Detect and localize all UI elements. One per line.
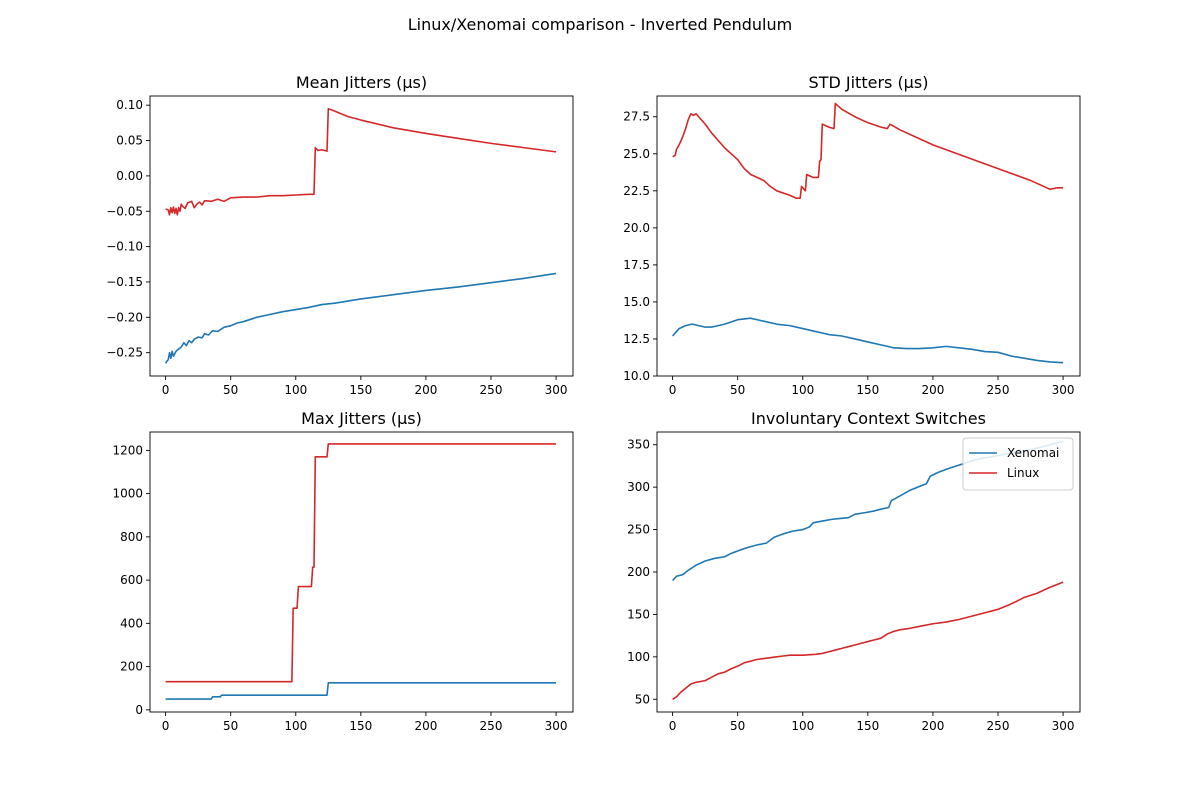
x-tick-label: 0	[669, 719, 677, 733]
axes-frame	[149, 95, 574, 377]
x-tick-label: 250	[480, 383, 503, 397]
x-tick-label: 300	[1052, 719, 1075, 733]
x-tick-label: 200	[414, 719, 437, 733]
subplot-title: STD Jitters (µs)	[809, 73, 929, 92]
x-tick-label: 50	[730, 383, 745, 397]
y-tick-label: 300	[627, 480, 650, 494]
x-tick-label: 150	[856, 383, 879, 397]
series-line-linux	[165, 107, 557, 216]
y-tick-label: −0.05	[106, 204, 143, 218]
y-tick-label: 15.0	[623, 295, 650, 309]
y-tick-label: 10.0	[623, 369, 650, 383]
y-tick-label: 100	[627, 650, 650, 664]
x-tick-label: 100	[284, 719, 307, 733]
x-tick-label: 300	[545, 383, 568, 397]
y-tick-label: 400	[120, 616, 143, 630]
y-tick-label: 150	[627, 607, 650, 621]
y-tick-label: 0.10	[116, 98, 143, 112]
y-tick-label: 200	[120, 660, 143, 674]
subplot-max-jitters-s: Max Jitters (µs) 0 50 100 150 200 250 300 0 200 40…	[112, 409, 574, 733]
series-line-linux	[672, 581, 1064, 700]
legend-box	[962, 437, 1074, 491]
y-tick-label: 50	[635, 692, 650, 706]
axes-frame	[656, 95, 1081, 377]
axes-frame	[149, 431, 574, 713]
x-tick-label: 50	[223, 719, 238, 733]
y-tick-label: 350	[627, 438, 650, 452]
subplot-std-jitters-s: STD Jitters (µs) 0 50 100 150 200 250 300 10.0 12…	[623, 73, 1081, 397]
y-tick-label: 0	[135, 703, 143, 717]
series-line-xenomai	[164, 272, 557, 364]
x-tick-label: 100	[791, 719, 814, 733]
x-tick-label: 0	[162, 383, 170, 397]
x-tick-label: 300	[545, 719, 568, 733]
y-tick-label: −0.25	[106, 346, 143, 360]
y-tick-label: 17.5	[623, 258, 650, 272]
y-tick-label: 1000	[112, 487, 143, 501]
y-tick-label: 27.5	[623, 110, 650, 124]
x-tick-label: 250	[987, 719, 1010, 733]
legend-label-linux: Linux	[1007, 466, 1039, 480]
subplot-mean-jitters-s: Mean Jitters (µs) 0 50 100 150 200 250 300 −0.25…	[106, 73, 574, 397]
y-tick-label: 250	[627, 523, 650, 537]
y-tick-label: 200	[627, 565, 650, 579]
y-tick-label: 1200	[112, 443, 143, 457]
y-tick-label: 25.0	[623, 147, 650, 161]
x-tick-label: 250	[480, 719, 503, 733]
x-tick-label: 200	[921, 719, 944, 733]
series-line-xenomai	[165, 682, 557, 700]
x-tick-label: 150	[856, 719, 879, 733]
subplot-grid: Mean Jitters (µs) 0 50 100 150 200 250 300 −0.25…	[106, 73, 1081, 733]
legend-label-xenomai: Xenomai	[1007, 446, 1059, 460]
x-tick-label: 300	[1052, 383, 1075, 397]
x-tick-label: 150	[349, 383, 372, 397]
x-tick-label: 0	[669, 383, 677, 397]
x-tick-label: 50	[223, 383, 238, 397]
x-tick-label: 100	[284, 383, 307, 397]
x-tick-label: 50	[730, 719, 745, 733]
series-line-linux	[672, 102, 1064, 200]
x-tick-label: 150	[349, 719, 372, 733]
subplot-title: Involuntary Context Switches	[751, 409, 986, 428]
subplot-involuntary-context-switches: Involuntary Context Switches 0 50 100 150 200…	[627, 409, 1081, 733]
y-tick-label: 22.5	[623, 184, 650, 198]
subplot-title: Mean Jitters (µs)	[296, 73, 427, 92]
x-tick-label: 0	[162, 719, 170, 733]
y-tick-label: 12.5	[623, 332, 650, 346]
y-tick-label: 0.05	[116, 134, 143, 148]
series-line-linux	[165, 443, 557, 683]
y-tick-label: 0.00	[116, 169, 143, 183]
series-line-xenomai	[672, 317, 1064, 364]
legend: Xenomai Linux	[962, 437, 1074, 491]
y-tick-label: −0.10	[106, 240, 143, 254]
x-tick-label: 200	[414, 383, 437, 397]
y-tick-label: −0.15	[106, 275, 143, 289]
x-tick-label: 250	[987, 383, 1010, 397]
figure-title: Linux/Xenomai comparison - Inverted Pend…	[408, 15, 792, 34]
x-tick-label: 200	[921, 383, 944, 397]
y-tick-label: 800	[120, 530, 143, 544]
subplot-title: Max Jitters (µs)	[301, 409, 422, 428]
y-tick-label: −0.20	[106, 310, 143, 324]
y-tick-label: 20.0	[623, 221, 650, 235]
y-tick-label: 600	[120, 573, 143, 587]
x-tick-label: 100	[791, 383, 814, 397]
